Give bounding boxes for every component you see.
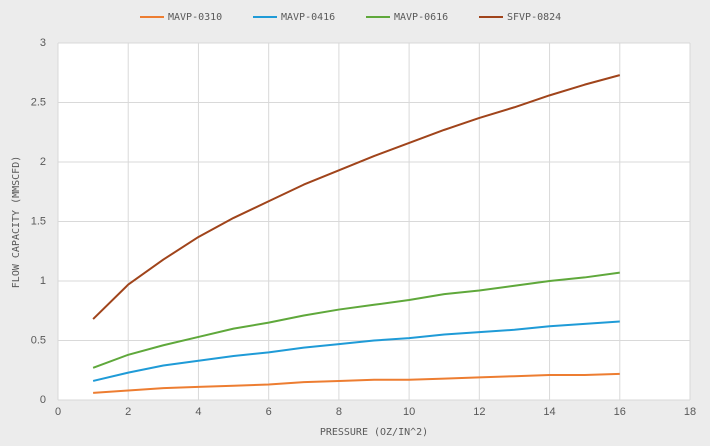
y-axis-title: FLOW CAPACITY (MMSCFD) <box>11 156 22 288</box>
y-tick-label: 2 <box>40 156 46 168</box>
x-tick-label: 2 <box>125 406 131 418</box>
series-line <box>92 320 620 382</box>
x-tick-label: 6 <box>266 406 272 418</box>
legend-label: MAVP-0616 <box>394 12 448 23</box>
series-line <box>92 74 621 320</box>
x-tick-label: 4 <box>195 406 201 418</box>
legend-label: MAVP-0310 <box>168 12 222 23</box>
y-tick-label: 3 <box>40 37 46 49</box>
y-tick-label: 0.5 <box>31 334 46 346</box>
x-tick-label: 18 <box>684 406 696 418</box>
y-tick-label: 2.5 <box>31 96 46 108</box>
x-tick-label: 14 <box>543 406 555 418</box>
x-tick-label: 8 <box>336 406 342 418</box>
series-line <box>92 271 620 369</box>
x-axis-title: PRESSURE (OZ/IN^2) <box>320 427 428 438</box>
x-tick-label: 16 <box>614 406 626 418</box>
y-tick-label: 1 <box>40 275 46 287</box>
y-tick-label: 1.5 <box>31 215 46 227</box>
x-tick-label: 12 <box>473 406 485 418</box>
legend-label: SFVP-0824 <box>507 12 561 23</box>
x-tick-label: 0 <box>55 406 61 418</box>
y-tick-label: 0 <box>40 394 46 406</box>
legend-label: MAVP-0416 <box>281 12 335 23</box>
series-line <box>93 372 620 394</box>
x-tick-label: 10 <box>403 406 415 418</box>
